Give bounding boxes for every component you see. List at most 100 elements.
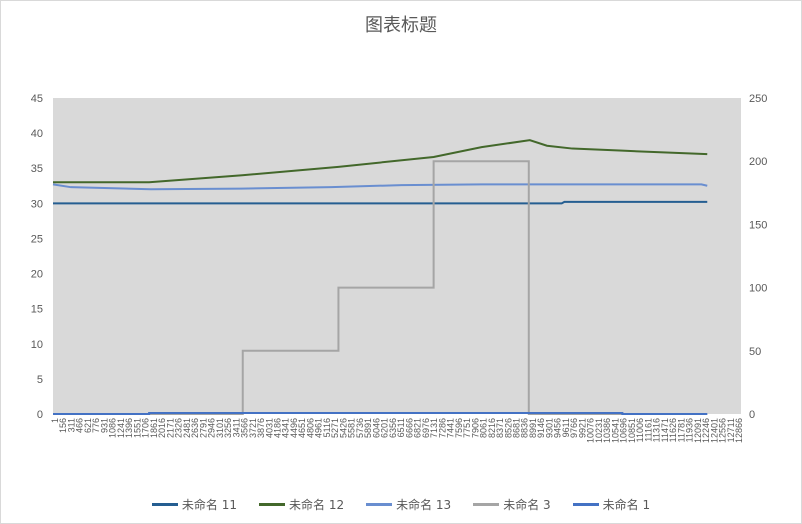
legend: 未命名 11 未命名 12 未命名 13 未命名 3 未命名 1 (1, 496, 801, 513)
x-tick-label: 11626 (668, 418, 678, 442)
x-tick-label: 9766 (569, 418, 579, 438)
x-tick-label: 1396 (124, 418, 134, 438)
y-left-tick-label: 20 (31, 269, 43, 281)
legend-swatch (473, 503, 500, 506)
x-tick-label: 9301 (544, 418, 554, 438)
y-right-tick-label: 100 (749, 283, 767, 295)
legend-item: 未命名 13 (366, 496, 451, 513)
y-right-tick-label: 150 (749, 219, 767, 231)
x-tick-label: 10696 (619, 418, 629, 443)
x-tick-label: 9611 (561, 418, 571, 437)
x-tick-label: 11316 (652, 418, 662, 442)
x-tick-label: 11006 (635, 418, 645, 442)
legend-label: 未命名 1 (602, 498, 651, 512)
x-tick-label: 3876 (256, 418, 266, 438)
x-tick-label: 5736 (355, 418, 365, 438)
legend-item: 未命名 11 (151, 496, 237, 513)
x-tick-label: 4341 (281, 418, 291, 438)
x-tick-label: 2171 (165, 418, 175, 438)
x-tick-label: 4651 (297, 418, 307, 438)
y-right-tick-label: 50 (749, 346, 761, 358)
x-tick-label: 5271 (330, 418, 340, 438)
x-tick-label: 12866 (734, 418, 744, 443)
x-tick-label: 4961 (314, 418, 324, 438)
x-tick-label: 2326 (174, 418, 184, 438)
x-tick-label: 6201 (380, 418, 390, 438)
y-left-tick-label: 15 (31, 304, 43, 316)
legend-swatch (151, 503, 178, 506)
x-tick-label: 12556 (718, 418, 728, 443)
x-tick-label: 8061 (479, 418, 489, 438)
y-left-tick-label: 0 (37, 409, 43, 421)
x-tick-label: 6976 (421, 418, 431, 438)
x-tick-label: 8991 (528, 418, 538, 438)
x-tick-label: 11936 (685, 418, 695, 442)
y-left-tick-label: 30 (31, 198, 43, 210)
x-tick-label: 931 (99, 418, 109, 433)
x-tick-label: 3101 (215, 418, 225, 438)
x-tick-label: 6821 (413, 418, 423, 438)
y-right-tick-label: 200 (749, 156, 767, 168)
legend-label: 未命名 11 (181, 498, 237, 512)
x-tick-label: 311 (66, 418, 76, 432)
x-tick-label: 2636 (190, 418, 200, 438)
legend-swatch (572, 503, 599, 506)
x-tick-label: 1086 (108, 418, 118, 438)
x-tick-label: 5581 (347, 418, 357, 438)
x-tick-label: 10386 (602, 418, 612, 443)
x-tick-label: 12711 (726, 418, 736, 442)
legend-label: 未命名 13 (396, 498, 452, 512)
x-tick-label: 1241 (116, 418, 126, 438)
legend-item: 未命名 1 (572, 496, 651, 513)
x-tick-label: 6666 (404, 418, 414, 438)
y-left-tick-label: 10 (31, 339, 43, 351)
x-tick-label: 3721 (248, 418, 258, 438)
x-tick-label: 5426 (338, 418, 348, 438)
legend-label: 未命名 12 (289, 498, 345, 512)
y-left-tick-label: 35 (31, 163, 43, 175)
x-tick-label: 6046 (371, 418, 381, 438)
x-tick-label: 7441 (446, 418, 456, 438)
x-tick-label: 466 (75, 418, 85, 433)
x-tick-label: 12091 (693, 418, 703, 443)
legend-item: 未命名 12 (259, 496, 344, 513)
series-line-未命名-1 (53, 411, 708, 415)
x-tick-label: 10851 (627, 418, 637, 443)
x-tick-label: 2016 (157, 418, 167, 438)
series-line-未命名-11 (53, 200, 708, 205)
x-tick-label: 7131 (429, 418, 439, 438)
x-tick-label: 8526 (503, 418, 513, 438)
x-tick-label: 9146 (536, 418, 546, 438)
x-tick-label: 3566 (240, 418, 250, 438)
legend-swatch (366, 503, 393, 506)
x-tick-label: 12246 (701, 418, 711, 443)
y-left-tick-label: 40 (31, 128, 43, 140)
y-left-tick-label: 45 (31, 93, 43, 105)
series-line-未命名-13 (52, 183, 708, 191)
y-left-tick-label: 25 (31, 233, 43, 245)
x-tick-label: 7751 (462, 418, 472, 438)
series-line-未命名-12 (53, 139, 708, 184)
x-tick-label: 4496 (289, 418, 299, 438)
x-tick-label: 10231 (594, 418, 604, 443)
x-tick-label: 2791 (198, 418, 208, 438)
x-tick-label: 7906 (470, 418, 480, 438)
x-tick-label: 5891 (363, 418, 373, 438)
x-tick-label: 1706 (141, 418, 151, 438)
x-tick-label: 3411 (231, 418, 241, 437)
x-tick-label: 156 (58, 418, 68, 433)
x-tick-label: 8371 (495, 418, 505, 438)
x-tick-label: 1861 (149, 418, 159, 438)
x-tick-label: 4186 (273, 418, 283, 438)
x-tick-label: 8836 (520, 418, 530, 438)
plot-area (53, 98, 741, 414)
y-right-tick-label: 0 (749, 409, 755, 421)
x-tick-label: 8216 (487, 418, 497, 438)
series-line-未命名-3 (53, 160, 708, 415)
x-tick-label: 2481 (182, 418, 192, 438)
x-tick-label: 6356 (388, 418, 398, 438)
x-tick-label: 4031 (264, 418, 274, 438)
chart-title: 图表标题 (365, 15, 437, 36)
x-tick-label: 10541 (610, 418, 620, 443)
